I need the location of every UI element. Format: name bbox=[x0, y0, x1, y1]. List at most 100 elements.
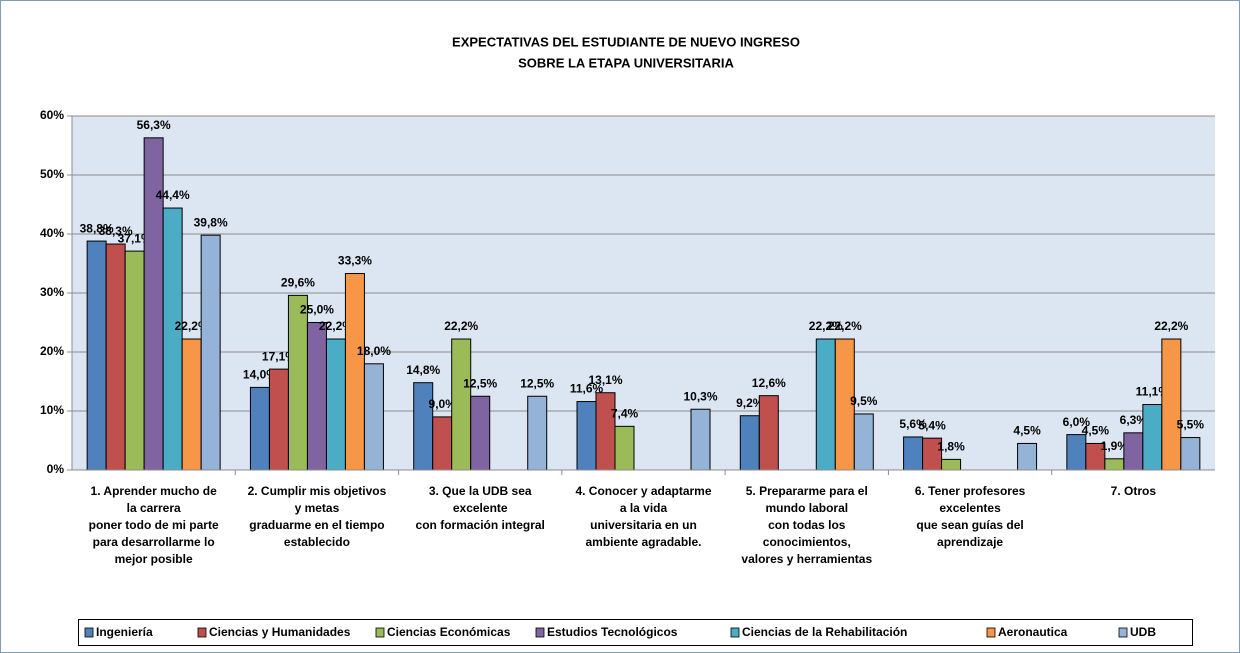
data-label: 12,5% bbox=[463, 376, 497, 390]
bar bbox=[576, 401, 597, 471]
data-label: 5,4% bbox=[918, 418, 946, 432]
x-tick-label: aprendizaje bbox=[937, 535, 1003, 549]
x-tick-label: mejor posible bbox=[115, 552, 193, 566]
bar bbox=[527, 395, 548, 471]
bar bbox=[1123, 432, 1144, 471]
bar bbox=[451, 338, 472, 471]
data-label: 14,0% bbox=[243, 368, 277, 382]
bar bbox=[325, 338, 346, 471]
x-tick-label: conocimientos, bbox=[763, 535, 851, 549]
x-tick-label: para desarrollarme lo bbox=[93, 535, 215, 549]
data-label: 5,6% bbox=[899, 417, 927, 431]
bar bbox=[1104, 458, 1125, 471]
x-tick-label: que sean guías del bbox=[916, 518, 1023, 532]
bar bbox=[249, 386, 270, 471]
data-label: 22,2% bbox=[809, 319, 843, 333]
bar bbox=[1066, 434, 1087, 471]
bar bbox=[363, 363, 384, 471]
legend-label: Estudios Tecnológicos bbox=[547, 625, 678, 639]
legend-swatch bbox=[197, 627, 207, 638]
data-label: 17,1% bbox=[262, 349, 296, 363]
x-tick-label: establecido bbox=[284, 535, 350, 549]
x-tick-label: 4. Conocer y adaptarme bbox=[575, 484, 711, 498]
bar bbox=[595, 392, 616, 471]
x-tick-label: excelente bbox=[453, 501, 508, 515]
data-label: 13,1% bbox=[588, 373, 622, 387]
y-tick-label: 60% bbox=[40, 108, 64, 122]
x-tick-label: la carrera bbox=[127, 501, 181, 515]
data-label: 6,0% bbox=[1063, 415, 1091, 429]
y-tick-label: 10% bbox=[40, 403, 64, 417]
legend-swatch bbox=[986, 627, 996, 638]
x-tick-label: mundo laboral bbox=[765, 501, 848, 515]
x-tick-label: a la vida bbox=[620, 501, 668, 515]
bar bbox=[815, 338, 836, 471]
bar bbox=[268, 368, 289, 471]
legend-label: Aeronautica bbox=[998, 625, 1068, 639]
bar bbox=[690, 408, 711, 471]
data-label: 1,9% bbox=[1101, 439, 1129, 453]
bar bbox=[853, 413, 874, 471]
y-tick-label: 30% bbox=[40, 285, 64, 299]
bar bbox=[181, 338, 202, 471]
data-label: 22,2% bbox=[828, 319, 862, 333]
data-label: 22,2% bbox=[444, 319, 478, 333]
bar bbox=[432, 416, 453, 471]
data-label: 44,4% bbox=[156, 188, 190, 202]
data-label: 25,0% bbox=[300, 303, 334, 317]
bar bbox=[1161, 338, 1182, 471]
x-tick-label: 7. Otros bbox=[1111, 484, 1157, 498]
data-label: 10,3% bbox=[683, 389, 717, 403]
bar bbox=[941, 458, 962, 471]
data-label: 12,5% bbox=[520, 376, 554, 390]
bar bbox=[200, 234, 221, 471]
legend-label: Ciencias Económicas bbox=[387, 625, 511, 639]
x-tick-label: con formación integral bbox=[416, 518, 545, 532]
data-label: 11,1% bbox=[1136, 385, 1170, 399]
bar bbox=[1017, 442, 1038, 471]
x-tick-label: excelentes bbox=[939, 501, 1001, 515]
data-label: 9,2% bbox=[736, 396, 764, 410]
bar bbox=[903, 436, 924, 471]
data-label: 9,0% bbox=[429, 397, 457, 411]
x-tick-label: valores y herramientas bbox=[741, 552, 872, 566]
chart-title: SOBRE LA ETAPA UNIVERSITARIA bbox=[518, 55, 734, 70]
y-tick-label: 50% bbox=[40, 167, 64, 181]
legend-box bbox=[78, 619, 1193, 646]
data-label: 11,6% bbox=[570, 382, 604, 396]
y-tick-label: 20% bbox=[40, 344, 64, 358]
legend-swatch bbox=[730, 627, 740, 638]
legend-label: Ciencias y Humanidades bbox=[209, 625, 351, 639]
bar bbox=[287, 294, 308, 471]
data-label: 14,8% bbox=[406, 363, 440, 377]
x-tick-label: y metas bbox=[295, 501, 340, 515]
data-label: 38,3% bbox=[99, 224, 133, 238]
chart-title: EXPECTATIVAS DEL ESTUDIANTE DE NUEVO ING… bbox=[452, 34, 800, 49]
x-tick-label: poner todo de mi parte bbox=[89, 518, 219, 532]
bar bbox=[124, 250, 145, 471]
data-label: 37,1% bbox=[118, 231, 152, 245]
data-label: 33,3% bbox=[338, 254, 372, 268]
bar bbox=[470, 395, 491, 471]
data-label: 22,2% bbox=[175, 319, 209, 333]
x-tick-label: 3. Que la UDB sea bbox=[429, 484, 532, 498]
bar bbox=[105, 243, 126, 471]
data-label: 22,2% bbox=[1154, 319, 1188, 333]
bar bbox=[413, 382, 434, 471]
legend-label: Ingeniería bbox=[96, 625, 153, 639]
bar bbox=[614, 425, 635, 471]
y-tick-label: 0% bbox=[47, 462, 65, 476]
x-tick-label: 2. Cumplir mis objetivos bbox=[248, 484, 387, 498]
data-label: 22,2% bbox=[319, 319, 353, 333]
bar bbox=[306, 322, 327, 471]
x-tick-label: ambiente agradable. bbox=[585, 535, 701, 549]
bar bbox=[739, 415, 760, 471]
legend-swatch bbox=[84, 627, 94, 638]
legend-swatch bbox=[375, 627, 385, 638]
data-label: 18,0% bbox=[357, 344, 391, 358]
data-label: 4,5% bbox=[1082, 424, 1110, 438]
bar bbox=[1180, 437, 1201, 471]
bar bbox=[162, 207, 183, 471]
x-tick-label: con todas los bbox=[768, 518, 846, 532]
